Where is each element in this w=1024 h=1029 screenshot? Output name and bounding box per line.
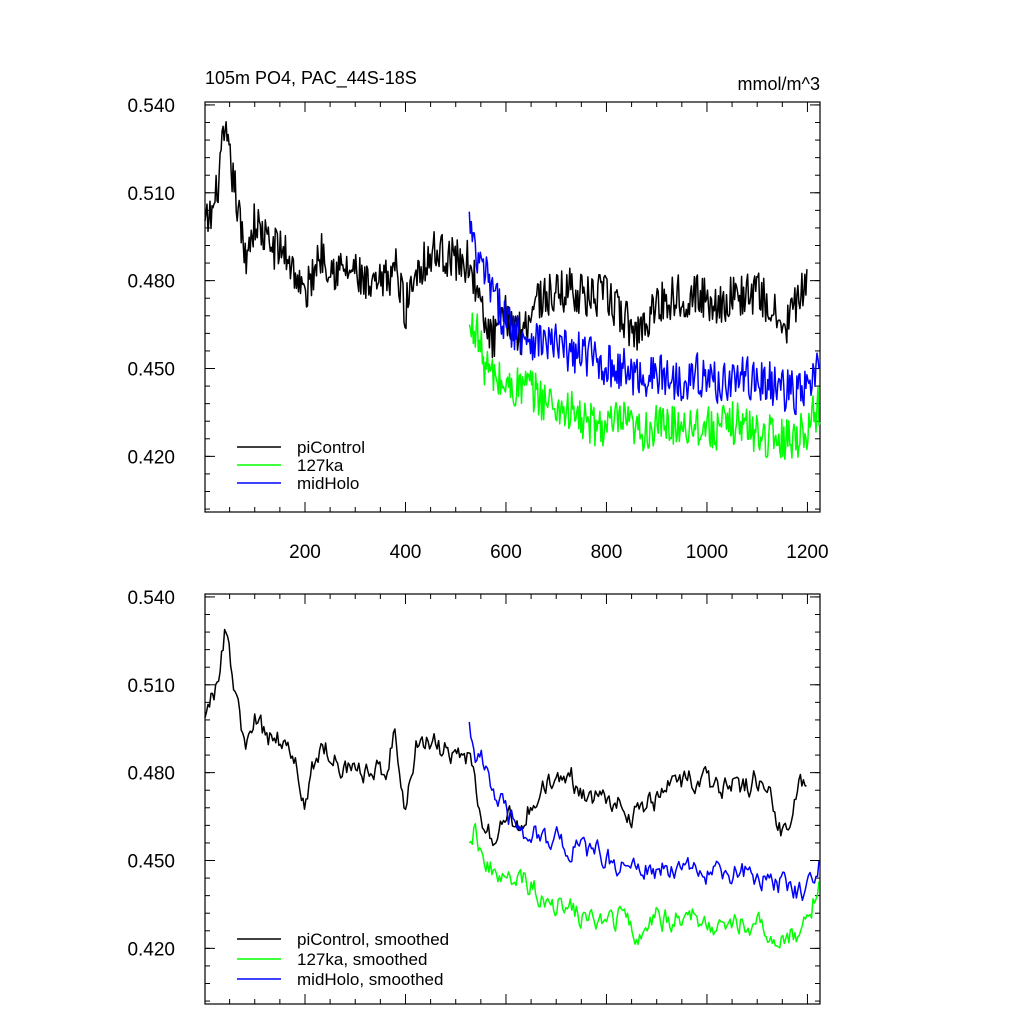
- y-tick-label: 0.420: [127, 447, 175, 468]
- series-line-127ka: [468, 312, 821, 461]
- y-tick-label: 0.450: [127, 360, 175, 381]
- x-tick-label: 400: [390, 542, 422, 563]
- legend-label: 127ka, smoothed: [297, 950, 427, 969]
- plot-frame: [204, 101, 821, 513]
- y-tick-label: 0.510: [127, 676, 175, 697]
- y-tick-label: 0.480: [127, 764, 175, 785]
- y-tick-label: 0.540: [127, 96, 175, 117]
- plot-frame: [204, 593, 821, 1005]
- x-tick-label: 800: [591, 542, 623, 563]
- y-tick-label: 0.480: [127, 272, 175, 293]
- chart-units: mmol/m^3: [738, 74, 820, 94]
- y-tick-label: 0.540: [127, 588, 175, 609]
- chart-panel-1: 0.540 0.510 0.480 0.450 0.420 200 400 600 800 100…: [127, 68, 828, 563]
- x-tick-label: 200: [289, 542, 321, 563]
- legend-label: piControl, smoothed: [297, 930, 449, 949]
- legend-label: midHolo: [297, 474, 359, 493]
- legend-label: midHolo, smoothed: [297, 970, 443, 989]
- series-line-127ka-smoothed: [468, 822, 820, 949]
- y-tick-label: 0.420: [127, 939, 175, 960]
- chart-title: 105m PO4, PAC_44S-18S: [205, 68, 417, 89]
- series-line-midholo-smoothed: [468, 721, 820, 902]
- y-tick-label: 0.510: [127, 184, 175, 205]
- y-tick-label: 0.450: [127, 852, 175, 873]
- x-tick-label: 600: [490, 542, 522, 563]
- x-tick-label: 1200: [786, 542, 828, 563]
- legend-label: 127ka: [297, 456, 344, 475]
- series-line-picontrol-smoothed: [204, 628, 807, 847]
- x-tick-label: 1000: [686, 542, 728, 563]
- series-line-midholo: [468, 211, 821, 416]
- chart-panel-2: 0.540 0.510 0.480 0.450 0.420 piControl, smoo…: [127, 588, 821, 1005]
- series-line-picontrol: [204, 120, 808, 359]
- legend-label: piControl: [297, 438, 365, 457]
